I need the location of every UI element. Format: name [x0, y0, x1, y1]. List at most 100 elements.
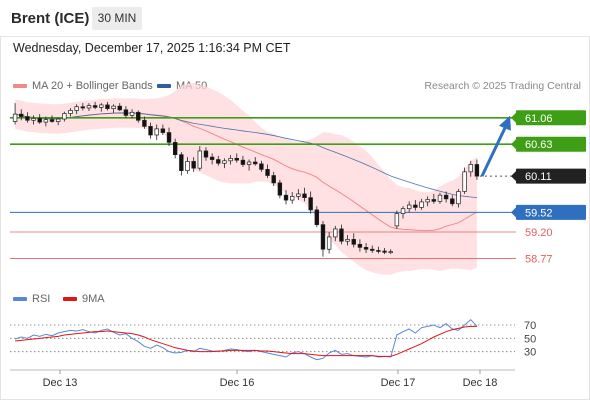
candle — [456, 191, 461, 205]
candle — [19, 113, 24, 117]
candle — [166, 132, 172, 143]
candle — [148, 126, 153, 136]
level-59-20-label: 59.20 — [525, 227, 553, 239]
candle — [203, 150, 209, 158]
candle — [117, 105, 122, 111]
candle — [314, 209, 320, 225]
level-61-06-label: 61.06 — [525, 113, 553, 125]
candle — [253, 161, 258, 165]
legend-rsi-ma: 9MA — [63, 293, 105, 305]
bollinger-band — [15, 82, 477, 275]
ma50-swatch — [157, 84, 171, 89]
legend-rsi: RSI — [13, 293, 50, 305]
candle — [259, 163, 264, 170]
candle — [326, 236, 332, 250]
rsi-swatch — [13, 297, 27, 302]
candle — [179, 154, 184, 171]
candle — [31, 118, 36, 121]
candle — [443, 194, 449, 200]
candle — [339, 228, 344, 242]
candle — [80, 106, 86, 109]
candle — [388, 251, 393, 254]
candle — [172, 142, 178, 155]
candle — [86, 105, 92, 109]
candle — [333, 228, 338, 238]
candle — [363, 247, 369, 250]
candle — [209, 156, 215, 160]
candle — [271, 175, 276, 184]
candle — [197, 150, 203, 169]
candle — [265, 169, 270, 176]
candle — [160, 128, 166, 133]
candle — [62, 113, 67, 120]
rsi-line — [14, 318, 478, 361]
level-58-77-label: 58.77 — [525, 253, 553, 265]
candle — [99, 104, 104, 108]
candle — [154, 128, 159, 136]
legend-ma20: MA 20 + Bollinger Bands — [13, 80, 153, 92]
candle — [240, 159, 246, 165]
candle — [92, 105, 98, 108]
candle — [302, 193, 307, 198]
candle — [12, 113, 18, 122]
candles — [12, 101, 480, 257]
candle — [43, 119, 49, 123]
rsi-label: RSI — [32, 293, 51, 305]
ma20-swatch — [13, 84, 27, 89]
forecast-arrow-head — [499, 115, 511, 131]
level-60-63-tag-arrow — [511, 139, 516, 150]
candle — [283, 194, 289, 201]
candle — [25, 116, 30, 121]
candle — [400, 208, 406, 214]
candle — [413, 204, 418, 208]
ma50-line — [15, 112, 477, 199]
candle — [308, 197, 313, 211]
candle — [55, 118, 61, 122]
x-tick-label: Dec 13 — [43, 377, 78, 389]
candle — [289, 196, 295, 201]
candle — [222, 160, 227, 164]
candle — [228, 157, 233, 162]
candle — [437, 194, 443, 202]
level-60-63-label: 60.63 — [525, 139, 553, 151]
candle — [277, 182, 283, 196]
ma20-label: MA 20 + Bollinger Bands — [32, 80, 153, 92]
rsi-ma-swatch — [63, 297, 77, 302]
candle — [49, 119, 55, 122]
candle — [246, 161, 252, 165]
candle — [431, 199, 437, 202]
level-59-52-tag-arrow — [511, 207, 516, 218]
level-59-52-label: 59.52 — [525, 207, 553, 219]
candle — [142, 119, 147, 127]
candle — [406, 204, 412, 210]
candle — [185, 161, 190, 171]
forecast-arrow-shaft — [480, 125, 508, 177]
candle — [376, 250, 381, 252]
x-tick-label: Dec 16 — [220, 377, 255, 389]
rsi-tick-30: 30 — [524, 347, 536, 359]
candle — [394, 213, 400, 227]
level-60-11-tag-arrow — [511, 171, 516, 182]
candle — [37, 118, 42, 123]
candle — [351, 239, 356, 245]
candle — [74, 106, 79, 111]
candle — [425, 199, 430, 203]
candle — [68, 110, 73, 114]
candle — [474, 164, 480, 177]
candle — [296, 193, 301, 197]
candle — [216, 159, 221, 164]
candle — [468, 164, 473, 173]
x-tick-label: Dec 17 — [381, 377, 416, 389]
timestamp: Wednesday, December 17, 2025 1:16:34 PM … — [13, 41, 291, 55]
timeframe-button[interactable]: 30 MIN — [92, 7, 142, 30]
candle — [345, 239, 350, 242]
candle — [129, 111, 135, 116]
candle — [320, 224, 326, 250]
chart-header: Brent (ICE) 30 MIN — [0, 0, 590, 37]
candle — [191, 161, 196, 169]
rsi-ma-line — [15, 325, 477, 357]
candle — [357, 243, 363, 248]
rsi-tick-50: 50 — [524, 333, 536, 345]
candle — [111, 105, 116, 109]
